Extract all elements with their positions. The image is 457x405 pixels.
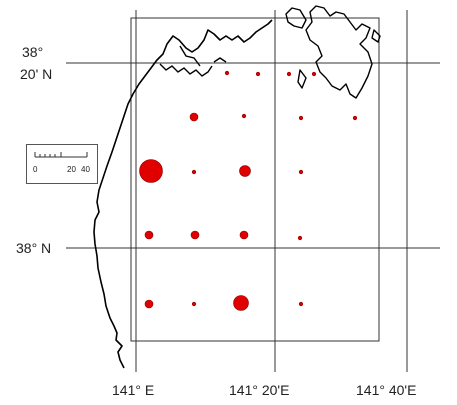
station-marker-s13 <box>144 230 154 240</box>
station-marker-s19 <box>233 295 249 311</box>
station-marker-s16 <box>297 235 303 241</box>
lon-label-141: 141° E <box>112 382 155 398</box>
station-marker-s5 <box>189 112 199 122</box>
station-marker-s20 <box>298 301 304 307</box>
scale-tick-0: 0 <box>33 165 38 174</box>
scale-tick-40: 40 <box>81 165 90 174</box>
islands-northeast <box>285 5 381 99</box>
lat-label-38-20-deg: 38° <box>22 44 44 60</box>
scale-bar-ruler <box>34 152 88 158</box>
station-marker-s11 <box>239 165 251 177</box>
study-area-frame <box>130 17 380 342</box>
station-marker-s3 <box>286 71 292 77</box>
station-marker-s15 <box>239 230 249 240</box>
station-marker-s2 <box>255 71 261 77</box>
coastline <box>93 19 273 369</box>
lat-label-38-20-min: 20' N <box>20 66 53 82</box>
station-marker-s17 <box>144 299 154 309</box>
station-marker-s6 <box>241 113 247 119</box>
station-marker-s4 <box>311 71 317 77</box>
lon-label-141-40: 141° 40'E <box>356 382 417 398</box>
lat-label-38: 38° N <box>16 240 52 256</box>
station-marker-s1 <box>224 70 230 76</box>
scale-bar: 0 20 40 <box>26 144 98 184</box>
station-marker-s8 <box>352 115 358 121</box>
station-markers <box>139 70 358 311</box>
station-marker-s9 <box>139 159 163 183</box>
station-marker-s14 <box>190 230 200 240</box>
coastline-detail <box>159 45 227 77</box>
scale-tick-20: 20 <box>67 165 76 174</box>
station-marker-s12 <box>298 169 304 175</box>
map-grid <box>66 10 440 372</box>
lon-label-141-20: 141° 20'E <box>229 382 290 398</box>
station-marker-s10 <box>191 169 197 175</box>
station-marker-s18 <box>191 301 197 307</box>
station-marker-s7 <box>298 115 304 121</box>
